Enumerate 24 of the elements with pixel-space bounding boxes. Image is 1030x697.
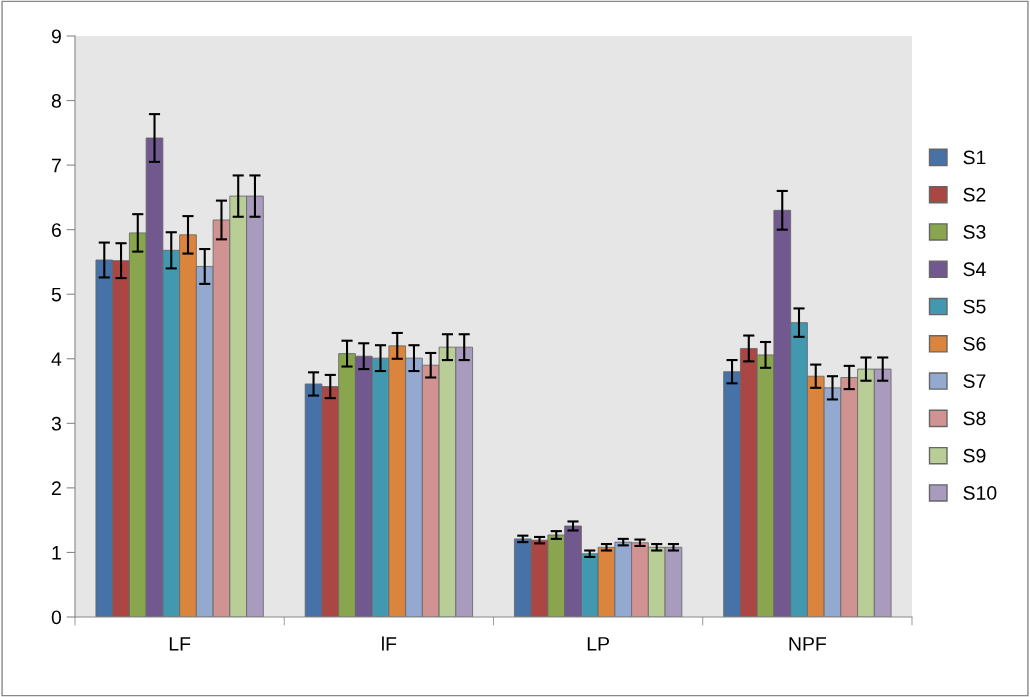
legend-label: S1 [963,150,986,165]
x-tick-label: lF [382,636,397,651]
x-tick-label: NPF [789,637,827,651]
y-tick-label: 5 [51,287,61,302]
y-tick-label: 7 [51,158,61,173]
legend-label: S5 [963,299,986,314]
y-tick-label: 4 [51,352,62,366]
y-tick-label: 2 [51,481,61,495]
legend-label: S4 [963,262,986,277]
legend-label: S3 [963,225,986,239]
y-tick-label: 1 [52,546,61,560]
y-tick-label: 3 [51,416,61,431]
y-tick-label: 8 [51,94,61,108]
legend-label: S9 [963,448,986,463]
y-tick-label: 0 [51,610,62,625]
legend-label: S2 [963,187,986,202]
y-tick-label: 6 [51,223,61,237]
legend-label: S6 [963,336,986,351]
y-tick-label: 9 [51,29,61,44]
legend-label: S10 [963,486,997,500]
legend-label: S8 [963,411,986,426]
x-tick-label: LP [587,637,609,651]
legend-label: S7 [963,374,986,388]
x-tick-label: LF [169,637,191,651]
